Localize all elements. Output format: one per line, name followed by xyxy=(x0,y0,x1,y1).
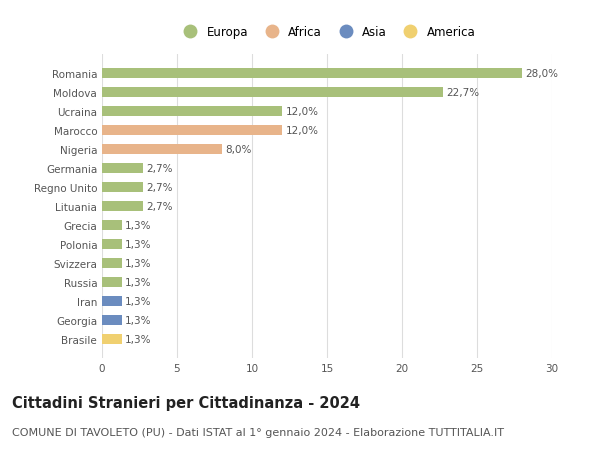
Bar xyxy=(102,69,522,79)
Text: 1,3%: 1,3% xyxy=(125,220,152,230)
Text: 2,7%: 2,7% xyxy=(146,202,173,212)
Bar xyxy=(102,258,122,269)
Text: 28,0%: 28,0% xyxy=(526,69,559,79)
Text: 1,3%: 1,3% xyxy=(125,258,152,269)
Bar xyxy=(102,106,282,117)
Text: 1,3%: 1,3% xyxy=(125,315,152,325)
Text: 2,7%: 2,7% xyxy=(146,183,173,193)
Bar xyxy=(102,88,443,98)
Bar xyxy=(102,202,143,212)
Legend: Europa, Africa, Asia, America: Europa, Africa, Asia, America xyxy=(173,22,481,44)
Text: 1,3%: 1,3% xyxy=(125,277,152,287)
Text: 12,0%: 12,0% xyxy=(286,126,319,136)
Bar xyxy=(102,277,122,287)
Text: 1,3%: 1,3% xyxy=(125,296,152,306)
Bar xyxy=(102,163,143,174)
Text: 2,7%: 2,7% xyxy=(146,164,173,174)
Text: COMUNE DI TAVOLETO (PU) - Dati ISTAT al 1° gennaio 2024 - Elaborazione TUTTITALI: COMUNE DI TAVOLETO (PU) - Dati ISTAT al … xyxy=(12,427,504,437)
Text: Cittadini Stranieri per Cittadinanza - 2024: Cittadini Stranieri per Cittadinanza - 2… xyxy=(12,395,360,410)
Text: 12,0%: 12,0% xyxy=(286,107,319,117)
Text: 22,7%: 22,7% xyxy=(446,88,479,98)
Bar xyxy=(102,126,282,136)
Bar xyxy=(102,315,122,325)
Bar xyxy=(102,182,143,193)
Text: 1,3%: 1,3% xyxy=(125,334,152,344)
Text: 1,3%: 1,3% xyxy=(125,240,152,249)
Text: 8,0%: 8,0% xyxy=(226,145,252,155)
Bar xyxy=(102,334,122,344)
Bar xyxy=(102,296,122,307)
Bar xyxy=(102,145,222,155)
Bar xyxy=(102,239,122,250)
Bar xyxy=(102,220,122,231)
